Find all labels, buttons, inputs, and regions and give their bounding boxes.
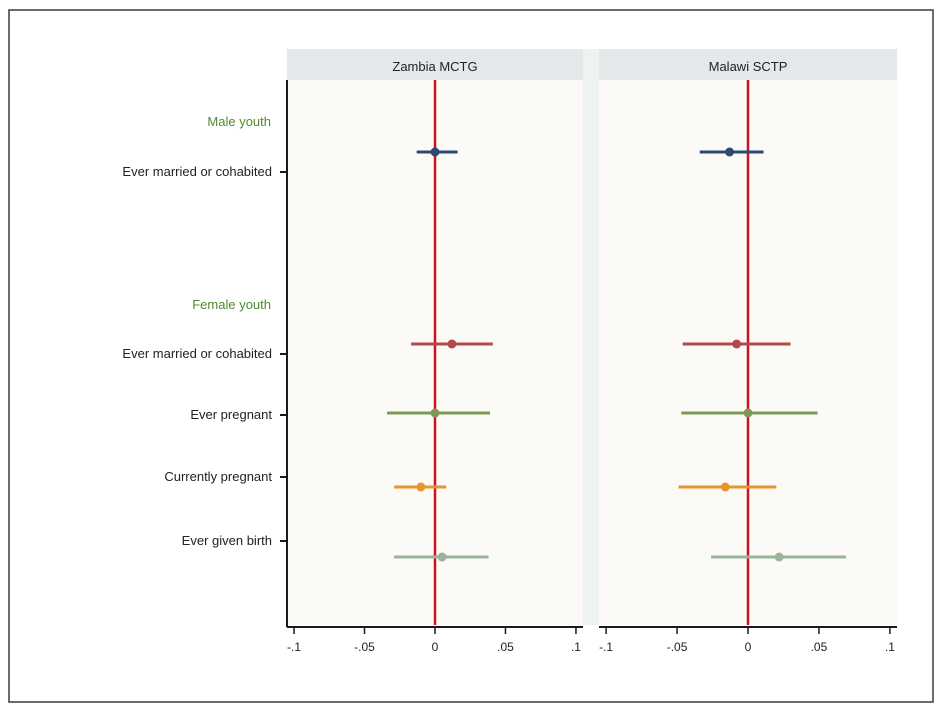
- row-label-ever_birth: Ever given birth: [182, 533, 272, 548]
- point-estimate-zambia-currently_pregnant: [416, 482, 426, 492]
- point-estimate-zambia-male_married: [430, 147, 440, 157]
- panel-title-malawi: Malawi SCTP: [709, 59, 788, 74]
- point-estimate-malawi-female_married: [732, 339, 742, 349]
- panel-header-malawi: [599, 49, 897, 80]
- x-tick-label-malawi-3: .05: [811, 640, 828, 654]
- x-tick-label-malawi-1: -.05: [667, 640, 688, 654]
- x-tick-label-malawi-4: .1: [885, 640, 895, 654]
- x-tick-label-zambia-3: .05: [497, 640, 514, 654]
- row-label-male_married: Ever married or cohabited: [122, 164, 272, 179]
- point-estimate-malawi-ever_pregnant: [743, 408, 753, 418]
- row-label-ever_pregnant: Ever pregnant: [190, 407, 272, 422]
- x-tick-label-zambia-4: .1: [571, 640, 581, 654]
- point-estimate-zambia-ever_pregnant: [430, 408, 440, 418]
- point-estimate-zambia-female_married: [447, 339, 457, 349]
- panel-header-zambia: [287, 49, 583, 80]
- point-estimate-malawi-currently_pregnant: [720, 482, 730, 492]
- panel-gap: [583, 49, 599, 625]
- group-label-female: Female youth: [192, 297, 271, 312]
- x-tick-label-malawi-2: 0: [745, 640, 752, 654]
- point-estimate-malawi-male_married: [725, 147, 735, 157]
- point-estimate-malawi-ever_birth: [774, 552, 784, 562]
- x-tick-label-zambia-0: -.1: [287, 640, 301, 654]
- point-estimate-zambia-ever_birth: [437, 552, 447, 562]
- x-tick-label-zambia-2: 0: [432, 640, 439, 654]
- row-label-currently_pregnant: Currently pregnant: [164, 469, 272, 484]
- x-tick-label-zambia-1: -.05: [354, 640, 375, 654]
- panel-title-zambia: Zambia MCTG: [392, 59, 477, 74]
- x-tick-label-malawi-0: -.1: [599, 640, 613, 654]
- group-label-male: Male youth: [207, 114, 271, 129]
- row-label-female_married: Ever married or cohabited: [122, 346, 272, 361]
